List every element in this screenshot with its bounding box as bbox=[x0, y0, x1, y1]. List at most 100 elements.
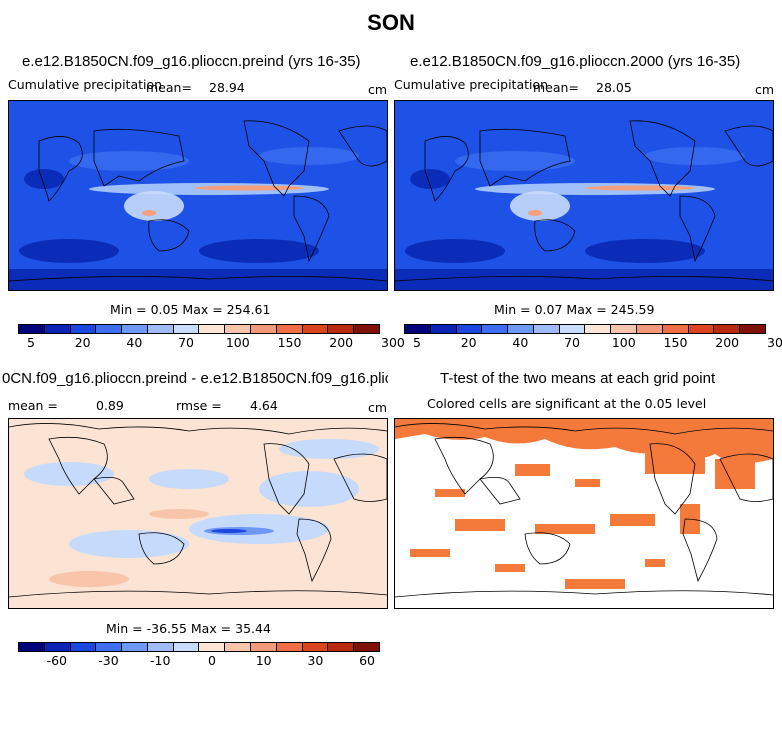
panel-title-ttest: T-test of the two means at each grid poi… bbox=[440, 370, 716, 387]
colorbar-cell bbox=[122, 325, 148, 333]
panel-title-preind: e.e12.B1850CN.f09_g16.plioccn.preind (yr… bbox=[22, 53, 361, 70]
colorbar-cell bbox=[714, 325, 741, 333]
difference-map bbox=[9, 419, 387, 608]
mean-value-difference: 0.89 bbox=[96, 398, 124, 413]
colorbar-cell bbox=[44, 643, 71, 651]
colorbar-tick-label: 60 bbox=[359, 653, 376, 668]
colorbar-preind bbox=[18, 324, 380, 334]
units-2000: cm bbox=[755, 82, 775, 97]
colorbar-ticks-preind: 5 20 40 70 100 150 200 300 bbox=[18, 335, 405, 351]
significance-map bbox=[395, 419, 773, 608]
minmax-preind: Min = 0.05 Max = 254.61 bbox=[110, 302, 271, 317]
colorbar-cell bbox=[44, 325, 71, 333]
units-preind: cm bbox=[368, 82, 388, 97]
map-difference bbox=[8, 418, 388, 609]
precip-map-2000 bbox=[395, 101, 773, 290]
colorbar-cell bbox=[225, 643, 252, 651]
colorbar-cell bbox=[122, 643, 148, 651]
colorbar-cell bbox=[251, 325, 277, 333]
figure-title: SON bbox=[367, 10, 415, 35]
colorbar-tick-label: -30 bbox=[98, 653, 119, 668]
colorbar-cell bbox=[199, 325, 226, 333]
colorbar-tick-label: 300 bbox=[766, 335, 782, 350]
colorbar-cell bbox=[225, 325, 252, 333]
colorbar-tick-label: 200 bbox=[329, 335, 354, 350]
colorbar-cell bbox=[251, 643, 277, 651]
colorbar-cell bbox=[276, 325, 303, 333]
colorbar-tick-label: 70 bbox=[564, 335, 581, 350]
colorbar-cell bbox=[147, 643, 174, 651]
rmse-value: 4.64 bbox=[250, 398, 278, 413]
colorbar-tick-label: 5 bbox=[412, 335, 421, 350]
precip-map-preind bbox=[9, 101, 387, 290]
colorbar-cell bbox=[637, 325, 663, 333]
colorbar-tick-label: 30 bbox=[307, 653, 324, 668]
colorbar-cell bbox=[354, 325, 379, 333]
colorbar-tick-label: 70 bbox=[178, 335, 195, 350]
colorbar-2000 bbox=[404, 324, 766, 334]
colorbar-tick-label: 150 bbox=[663, 335, 688, 350]
panel-left-label-preind: Cumulative precipitation bbox=[8, 77, 163, 92]
colorbar-tick-label: 100 bbox=[225, 335, 250, 350]
colorbar-cell bbox=[585, 325, 612, 333]
colorbar-tick-label: -10 bbox=[149, 653, 171, 668]
colorbar-cell bbox=[328, 643, 355, 651]
colorbar-cell bbox=[430, 325, 457, 333]
map-2000 bbox=[394, 100, 774, 291]
colorbar-cell bbox=[740, 325, 765, 333]
colorbar-cell bbox=[456, 325, 483, 333]
colorbar-cell bbox=[70, 325, 97, 333]
colorbar-cell bbox=[70, 643, 97, 651]
colorbar-cell bbox=[147, 325, 174, 333]
panel-title-difference: 0CN.f09_g16.plioccn.preind - e.e12.B1850… bbox=[2, 370, 388, 387]
colorbar-cell bbox=[611, 325, 638, 333]
map-ttest bbox=[394, 418, 774, 609]
colorbar-cell bbox=[482, 325, 509, 333]
colorbar-tick-label: 0 bbox=[207, 653, 216, 668]
colorbar-cell bbox=[508, 325, 534, 333]
colorbar-ticks-difference: -60 -30 -10 0 10 30 60 bbox=[18, 653, 380, 669]
colorbar-cell bbox=[19, 643, 45, 651]
colorbar-cell bbox=[199, 643, 226, 651]
colorbar-tick-label: 300 bbox=[380, 335, 405, 350]
colorbar-cell bbox=[533, 325, 560, 333]
mean-label-preind: mean= bbox=[146, 80, 192, 95]
colorbar-cell bbox=[354, 643, 379, 651]
colorbar-cell bbox=[328, 325, 355, 333]
units-difference: cm bbox=[368, 400, 388, 415]
colorbar-tick-label: 200 bbox=[715, 335, 740, 350]
colorbar-tick-label: 150 bbox=[277, 335, 302, 350]
minmax-difference: Min = -36.55 Max = 35.44 bbox=[106, 621, 271, 636]
colorbar-cell bbox=[96, 325, 123, 333]
mean-label-2000: mean= bbox=[533, 80, 579, 95]
colorbar-tick-label: 5 bbox=[26, 335, 35, 350]
rmse-label: rmse = bbox=[176, 398, 222, 413]
colorbar-cell bbox=[96, 643, 123, 651]
panel-left-label-2000: Cumulative precipitation bbox=[394, 77, 549, 92]
colorbar-cell bbox=[302, 325, 329, 333]
colorbar-cell bbox=[302, 643, 329, 651]
colorbar-tick-label: -60 bbox=[46, 653, 67, 668]
colorbar-cell bbox=[19, 325, 45, 333]
colorbar-tick-label: 100 bbox=[611, 335, 636, 350]
colorbar-cell bbox=[559, 325, 586, 333]
panel-title-2000: e.e12.B1850CN.f09_g16.plioccn.2000 (yrs … bbox=[410, 53, 741, 70]
colorbar-cell bbox=[688, 325, 715, 333]
colorbar-tick-label: 20 bbox=[460, 335, 477, 350]
colorbar-cell bbox=[173, 643, 200, 651]
colorbar-tick-label: 20 bbox=[74, 335, 91, 350]
colorbar-tick-label: 40 bbox=[126, 335, 143, 350]
colorbar-cell bbox=[405, 325, 431, 333]
colorbar-ticks-2000: 5 20 40 70 100 150 200 300 bbox=[404, 335, 782, 351]
mean-value-2000: 28.05 bbox=[596, 80, 632, 95]
colorbar-cell bbox=[276, 643, 303, 651]
mean-value-preind: 28.94 bbox=[209, 80, 245, 95]
panel-subtitle-ttest: Colored cells are significant at the 0.0… bbox=[427, 396, 707, 411]
colorbar-tick-label: 40 bbox=[512, 335, 529, 350]
map-preind bbox=[8, 100, 388, 291]
colorbar-tick-label: 10 bbox=[255, 653, 272, 668]
colorbar-difference bbox=[18, 642, 380, 652]
colorbar-cell bbox=[662, 325, 689, 333]
mean-label-difference: mean = bbox=[8, 398, 58, 413]
minmax-2000: Min = 0.07 Max = 245.59 bbox=[494, 302, 655, 317]
